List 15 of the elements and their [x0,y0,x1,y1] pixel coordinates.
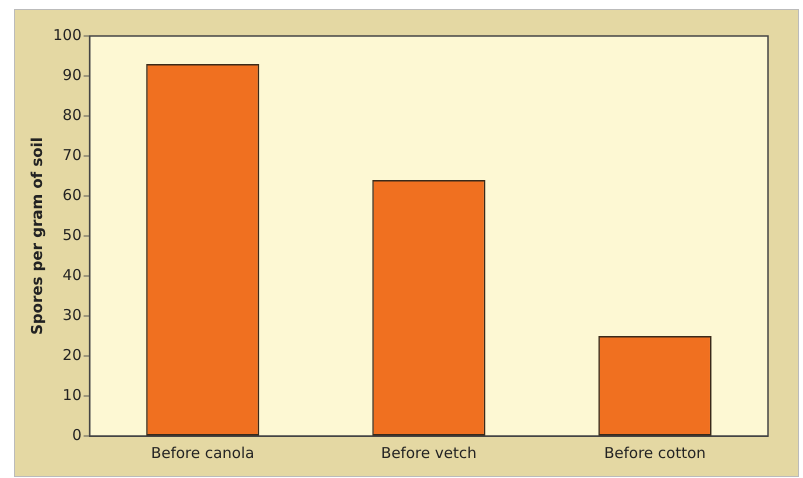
y-tick-label: 10 [62,386,82,404]
x-tick-label: Before canola [151,444,254,462]
y-tick-label: 60 [62,186,82,204]
y-tick-label: 80 [62,106,82,124]
y-tick-label: 100 [52,26,82,44]
y-tick-label: 90 [62,66,82,84]
y-tick-label: 70 [62,146,82,164]
x-tick-label: Before vetch [381,444,477,462]
x-tick-label: Before cotton [604,444,706,462]
y-tick-label: 40 [62,266,82,284]
y-axis-title: Spores per gram of soil [28,137,46,335]
y-tick-label: 0 [72,426,82,444]
y-tick-label: 30 [62,306,82,324]
y-tick-label: 50 [62,226,82,244]
y-tick-label: 20 [62,346,82,364]
